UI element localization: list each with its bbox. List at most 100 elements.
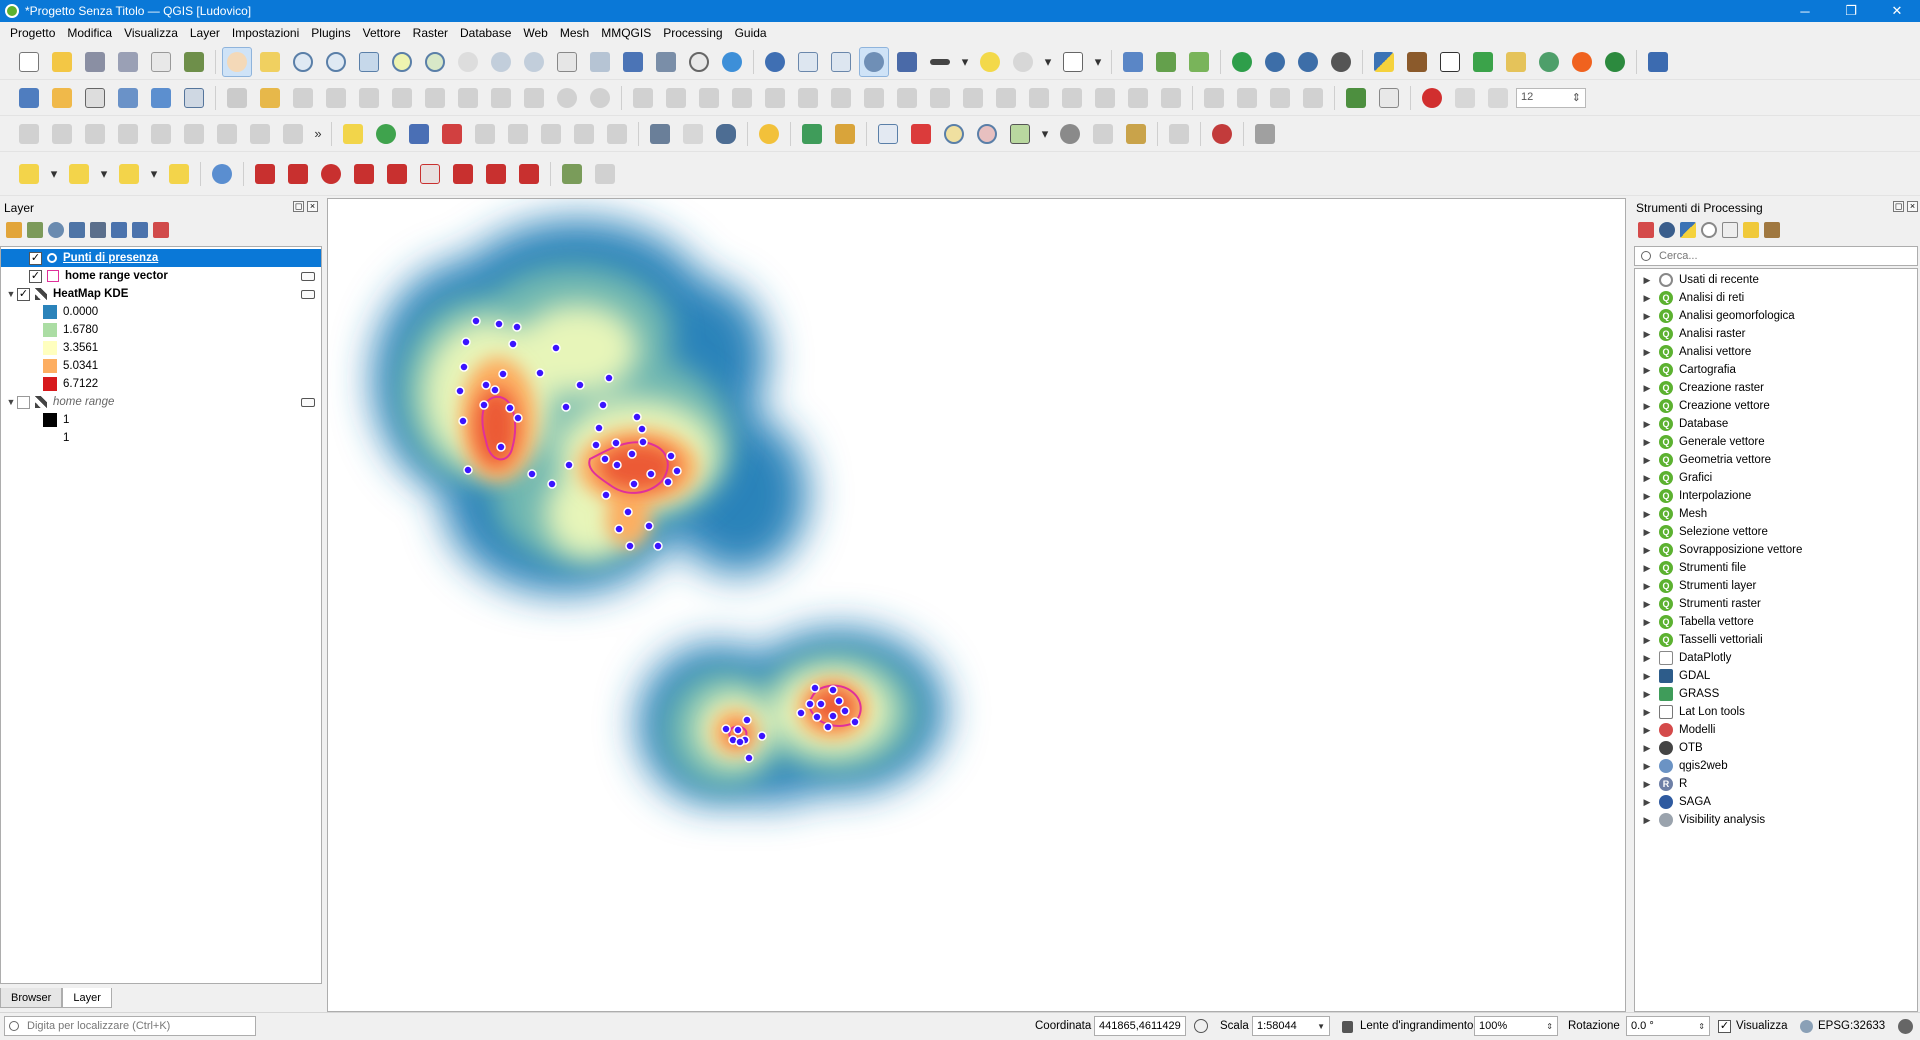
show-hide-labels-button[interactable] (437, 119, 467, 149)
snapping-options-button[interactable] (1450, 83, 1480, 113)
label-props-button[interactable] (569, 119, 599, 149)
presence-point[interactable] (672, 466, 682, 476)
presence-point[interactable] (594, 423, 604, 433)
plugin-layers-button[interactable] (1468, 47, 1498, 77)
menu-web[interactable]: Web (523, 26, 548, 40)
processing-group[interactable]: ▶ Q Database (1641, 415, 1917, 433)
select-value-button[interactable] (64, 159, 94, 189)
toggle-editing-button[interactable] (255, 83, 285, 113)
new-project-button[interactable] (14, 47, 44, 77)
new-bookmark-button[interactable] (618, 47, 648, 77)
plugin-red-5-button[interactable] (382, 159, 412, 189)
expand-arrow-icon[interactable]: ▶ (1643, 310, 1651, 321)
processing-group[interactable]: ▶ OTB (1641, 739, 1917, 757)
presence-point[interactable] (601, 490, 611, 500)
zoom-out-button[interactable] (321, 47, 351, 77)
coordinate-capture-button[interactable] (1184, 47, 1214, 77)
presence-point[interactable] (496, 442, 506, 452)
presence-point[interactable] (623, 507, 633, 517)
advanced-digitize-7-button[interactable] (892, 83, 922, 113)
www-button[interactable] (207, 159, 237, 189)
presence-point[interactable] (614, 524, 624, 534)
advanced-digitize-3-button[interactable] (760, 83, 790, 113)
processing-group[interactable]: ▶ Lat Lon tools (1641, 703, 1917, 721)
coordinate-field[interactable]: 441865,4611429 (1094, 1016, 1186, 1036)
shape-digitize-3-button[interactable] (1265, 83, 1295, 113)
menu-database[interactable]: Database (460, 26, 512, 40)
raster-7-button[interactable] (1088, 119, 1118, 149)
remove-layer-icon[interactable] (153, 222, 169, 238)
presence-point[interactable] (611, 438, 621, 448)
processing-group[interactable]: ▶ Q Creazione raster (1641, 379, 1917, 397)
new-geopackage-button[interactable] (47, 83, 77, 113)
paste-button[interactable] (519, 83, 549, 113)
plugin-bucket-button[interactable] (1250, 119, 1280, 149)
processing-group[interactable]: ▶ Q Interpolazione (1641, 487, 1917, 505)
presence-point[interactable] (455, 386, 465, 396)
presence-point[interactable] (816, 699, 826, 709)
presence-point[interactable] (551, 343, 561, 353)
snapping-type-button[interactable] (1483, 83, 1513, 113)
presence-point[interactable] (547, 479, 557, 489)
temporal-controller-button[interactable] (684, 47, 714, 77)
move-label-button[interactable] (470, 119, 500, 149)
select-location-button[interactable] (164, 159, 194, 189)
plugin-red-3-button[interactable] (316, 159, 346, 189)
render-checkbox[interactable]: ✓ (1718, 1020, 1731, 1033)
processing-group[interactable]: ▶ Usati di recente (1641, 271, 1917, 289)
presence-point[interactable] (512, 322, 522, 332)
expand-arrow-icon[interactable]: ▶ (1643, 472, 1651, 483)
expand-arrow-icon[interactable]: ▶ (1643, 652, 1651, 663)
menu-plugins[interactable]: Plugins (311, 26, 351, 40)
processing-group[interactable]: ▶ Q Cartografia (1641, 361, 1917, 379)
presence-point[interactable] (850, 717, 860, 727)
expand-arrow-icon[interactable]: ▶ (1643, 454, 1651, 465)
plugin-globe-button[interactable] (1227, 47, 1257, 77)
magnifier-spinbox[interactable]: 100% ⇕ (1474, 1016, 1558, 1036)
plugin-tree-button[interactable] (1402, 47, 1432, 77)
presence-point[interactable] (494, 319, 504, 329)
pan-tool-button[interactable] (222, 46, 252, 77)
processing-group[interactable]: ▶ Q Analisi geomorfologica (1641, 307, 1917, 325)
mesh-edit-5-button[interactable] (278, 119, 308, 149)
new-3d-view-button[interactable] (585, 47, 615, 77)
expand-arrow-icon[interactable]: ▶ (1643, 724, 1651, 735)
python-icon[interactable] (1680, 222, 1696, 238)
presence-point[interactable] (527, 469, 537, 479)
raster-4-button[interactable] (972, 119, 1002, 149)
expand-arrow-icon[interactable]: ▶ (1643, 634, 1651, 645)
scale-combobox[interactable]: 1:58044 ▼ (1252, 1016, 1330, 1036)
processing-group[interactable]: ▶ Q Strumenti file (1641, 559, 1917, 577)
plugin-grid-button[interactable] (590, 159, 620, 189)
refresh-button[interactable] (717, 47, 747, 77)
menu-progetto[interactable]: Progetto (10, 26, 56, 40)
tab-layer[interactable]: Layer (62, 988, 112, 1008)
presence-point[interactable] (461, 337, 471, 347)
open-project-button[interactable] (47, 47, 77, 77)
presence-point[interactable] (823, 722, 833, 732)
processing-group[interactable]: ▶ Q Selezione vettore (1641, 523, 1917, 541)
layer-row-punti[interactable]: ✓ Punti di presenza (1, 249, 321, 267)
expression-filter-icon[interactable] (90, 222, 106, 238)
layer-indicator-icon[interactable] (301, 397, 315, 407)
presence-point[interactable] (498, 369, 508, 379)
add-feature-button[interactable] (321, 83, 351, 113)
filter-icon[interactable] (69, 222, 85, 238)
rotate-label-button[interactable] (503, 119, 533, 149)
print-layout-button[interactable] (146, 47, 176, 77)
processing-group[interactable]: ▶ Q Tabella vettore (1641, 613, 1917, 631)
expand-arrow-icon[interactable]: ▶ (1643, 490, 1651, 501)
presence-point[interactable] (840, 706, 850, 716)
plot-button[interactable] (1374, 83, 1404, 113)
processing-group[interactable]: ▶ Q Analisi raster (1641, 325, 1917, 343)
processing-group[interactable]: ▶ Visibility analysis (1641, 811, 1917, 829)
presence-point[interactable] (796, 708, 806, 718)
scripts-icon[interactable] (1659, 222, 1675, 238)
raster-3-button[interactable] (939, 119, 969, 149)
menu-layer[interactable]: Layer (189, 26, 220, 40)
presence-point[interactable] (757, 731, 767, 741)
plugin-ref-button[interactable] (1567, 47, 1597, 77)
locator-search-input[interactable]: Digita per localizzare (Ctrl+K) (4, 1016, 256, 1036)
plugin-red-2-button[interactable] (283, 159, 313, 189)
presence-point[interactable] (463, 465, 473, 475)
